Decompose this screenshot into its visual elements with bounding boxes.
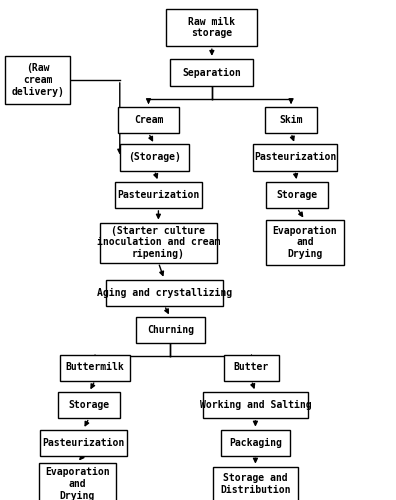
Text: Pasteurization: Pasteurization xyxy=(42,438,124,448)
FancyBboxPatch shape xyxy=(267,220,344,265)
Text: Evaporation
and
Drying: Evaporation and Drying xyxy=(45,468,110,500)
FancyBboxPatch shape xyxy=(59,392,120,418)
FancyBboxPatch shape xyxy=(166,9,257,46)
FancyBboxPatch shape xyxy=(120,144,189,171)
FancyBboxPatch shape xyxy=(40,430,127,456)
Text: Pasteurization: Pasteurization xyxy=(254,152,336,162)
FancyBboxPatch shape xyxy=(61,354,130,380)
Text: (Raw
cream
delivery): (Raw cream delivery) xyxy=(11,64,64,96)
FancyBboxPatch shape xyxy=(5,56,70,104)
Text: Aging and crystallizing: Aging and crystallizing xyxy=(97,288,232,298)
Text: Storage: Storage xyxy=(69,400,110,410)
FancyBboxPatch shape xyxy=(106,280,223,305)
Text: Storage and
Distribution: Storage and Distribution xyxy=(220,473,291,495)
FancyBboxPatch shape xyxy=(39,463,116,500)
Text: Butter: Butter xyxy=(234,362,269,372)
FancyBboxPatch shape xyxy=(100,222,217,262)
Text: (Starter culture
inoculation and cream
ripening): (Starter culture inoculation and cream r… xyxy=(97,226,220,259)
FancyBboxPatch shape xyxy=(253,144,337,171)
FancyBboxPatch shape xyxy=(203,392,308,418)
FancyBboxPatch shape xyxy=(213,466,298,500)
Text: (Storage): (Storage) xyxy=(128,152,181,162)
FancyBboxPatch shape xyxy=(221,430,290,456)
Text: Churning: Churning xyxy=(147,325,194,335)
Text: Raw milk
storage: Raw milk storage xyxy=(188,16,235,38)
FancyBboxPatch shape xyxy=(224,354,279,380)
Text: Packaging: Packaging xyxy=(229,438,282,448)
Text: Skim: Skim xyxy=(279,115,303,125)
FancyBboxPatch shape xyxy=(265,107,317,133)
Text: Buttermilk: Buttermilk xyxy=(66,362,124,372)
Text: Working and Salting: Working and Salting xyxy=(200,400,311,410)
FancyBboxPatch shape xyxy=(170,58,253,86)
FancyBboxPatch shape xyxy=(115,182,202,208)
Text: Separation: Separation xyxy=(183,68,241,78)
FancyBboxPatch shape xyxy=(267,182,328,208)
Text: Cream: Cream xyxy=(134,115,163,125)
Text: Pasteurization: Pasteurization xyxy=(117,190,200,200)
FancyBboxPatch shape xyxy=(118,107,179,133)
FancyBboxPatch shape xyxy=(136,317,205,343)
Text: Evaporation
and
Drying: Evaporation and Drying xyxy=(272,226,337,259)
Text: Storage: Storage xyxy=(276,190,318,200)
